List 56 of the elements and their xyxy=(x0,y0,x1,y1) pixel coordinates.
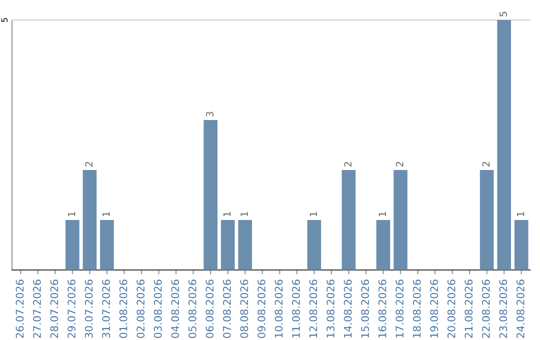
x-tick-label: 11.08.2026 xyxy=(292,280,300,338)
bar xyxy=(204,120,218,270)
x-tick-label: 28.07.2026 xyxy=(50,280,58,338)
bar xyxy=(82,170,97,270)
x-tick-label: 12.08.2026 xyxy=(309,280,318,338)
x-tick-label: 16.08.2026 xyxy=(378,280,386,338)
bar xyxy=(100,220,114,270)
data-label: 2 xyxy=(85,162,92,167)
x-tick-label: 05.08.2026 xyxy=(188,280,196,338)
x-tick-label: 08.08.2026 xyxy=(240,280,248,338)
data-label: 1 xyxy=(68,212,76,216)
data-label: 5 xyxy=(500,12,507,16)
x-tick-label: 29.07.2026 xyxy=(68,280,76,338)
data-label: 1 xyxy=(378,212,386,216)
x-tick-label: 04.08.2026 xyxy=(171,280,180,338)
x-tick-label: 26.07.2026 xyxy=(16,280,24,338)
bar xyxy=(220,220,235,270)
x-tick-label: 10.08.2026 xyxy=(274,280,283,338)
x-tick-label: 13.08.2026 xyxy=(326,280,334,338)
bar xyxy=(514,220,528,270)
x-tick-label: 24.08.2026 xyxy=(516,280,524,338)
data-label: 1 xyxy=(516,212,524,216)
x-tick-label: 21.08.2026 xyxy=(464,280,473,338)
bar xyxy=(497,20,512,270)
bar xyxy=(307,220,322,270)
data-label: 1 xyxy=(223,212,231,216)
data-label: 2 xyxy=(344,162,352,167)
bar xyxy=(394,170,408,270)
x-tick-label: 18.08.2026 xyxy=(412,280,421,338)
x-tick-label: 19.08.2026 xyxy=(430,280,438,338)
bar xyxy=(66,220,80,270)
x-tick-label: 15.08.2026 xyxy=(361,280,369,338)
x-tick-label: 22.08.2026 xyxy=(482,280,490,338)
x-tick-label: 14.08.2026 xyxy=(344,280,352,338)
bar xyxy=(480,170,494,270)
x-tick-label: 01.08.2026 xyxy=(119,280,128,338)
x-tick-label: 27.07.2026 xyxy=(33,280,41,338)
x-tick-label: 20.08.2026 xyxy=(447,280,456,338)
data-label: 3 xyxy=(206,112,214,116)
x-tick-label: 02.08.2026 xyxy=(136,280,145,338)
data-label: 1 xyxy=(102,212,110,216)
bar xyxy=(376,220,390,270)
data-label: 2 xyxy=(396,162,404,167)
data-label: 2 xyxy=(482,162,490,167)
x-tick-label: 31.07.2026 xyxy=(102,280,110,338)
data-label: 1 xyxy=(240,212,248,216)
x-tick-label: 23.08.2026 xyxy=(499,280,508,338)
x-tick-label: 09.08.2026 xyxy=(258,280,266,338)
x-tick-label: 30.07.2026 xyxy=(84,280,93,338)
data-label: 1 xyxy=(310,212,317,216)
bar xyxy=(238,220,252,270)
x-tick-label: 06.08.2026 xyxy=(206,280,214,338)
x-tick-label: 17.08.2026 xyxy=(396,280,404,338)
x-tick-label: 03.08.2026 xyxy=(154,280,162,338)
bar xyxy=(342,170,356,270)
x-tick-label: 07.08.2026 xyxy=(222,280,231,338)
